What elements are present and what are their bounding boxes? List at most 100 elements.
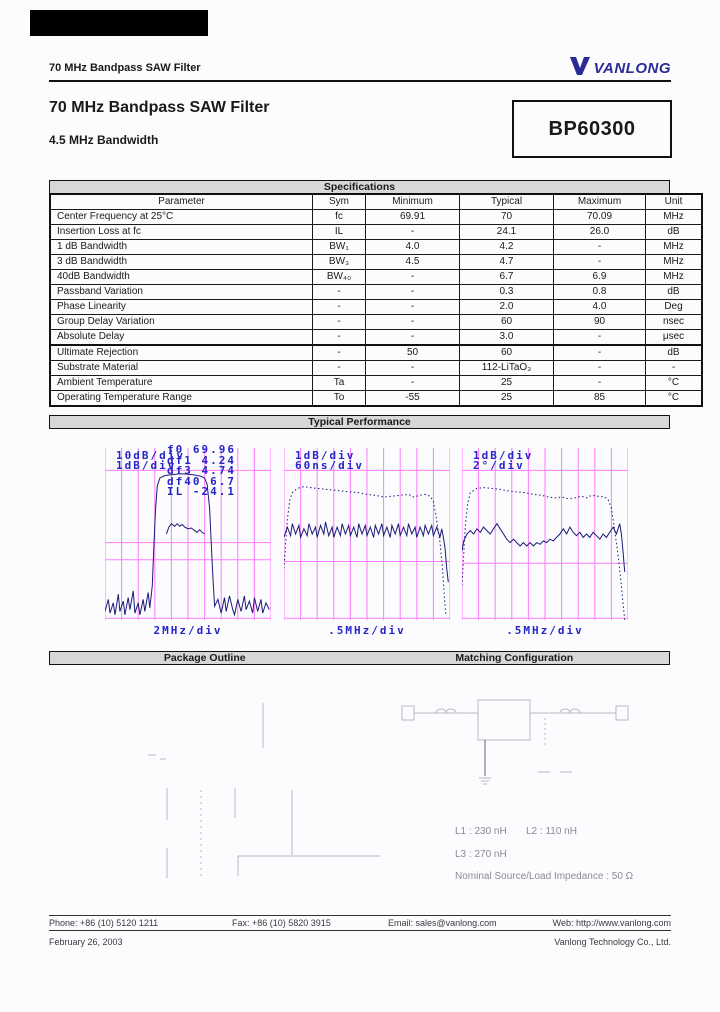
spec-column-header: Sym (312, 193, 366, 210)
header-doc-title: 70 MHz Bandpass SAW Filter (49, 62, 201, 74)
table-cell: 4.7 (459, 254, 554, 270)
table-cell: Operating Temperature Range (49, 390, 313, 407)
table-cell: 1 dB Bandwidth (49, 239, 313, 255)
inductor-value-l2: L2 : 110 nH (526, 826, 577, 837)
x-axis-label: .5MHz/div (506, 624, 584, 637)
scale-labels: 1dB/div 2°/div (473, 450, 533, 472)
table-cell: 112-LiTaO₃ (459, 360, 554, 376)
table-cell: 4.0 (365, 239, 460, 255)
table-cell: - (312, 314, 366, 330)
table-cell: Center Frequency at 25°C (49, 209, 313, 225)
table-cell: - (553, 239, 646, 255)
table-cell: - (365, 375, 460, 391)
package-outline-title: Package Outline (163, 652, 246, 664)
table-cell: fc (312, 209, 366, 225)
footer-web: Web: http://www.vanlong.com (552, 918, 671, 928)
table-cell: Deg (645, 299, 703, 315)
inductor-value-l1: L1 : 230 nH (455, 826, 507, 837)
table-row: Ultimate Rejection -50 60- dB (49, 344, 703, 361)
table-cell: 69.91 (365, 209, 460, 225)
table-cell: 90 (553, 314, 646, 330)
matching-configuration-title: Matching Configuration (455, 652, 574, 664)
scale-label: 10dB/div (116, 449, 185, 462)
table-cell: Passband Variation (49, 284, 313, 300)
annotation: df3 4.74 (167, 464, 236, 477)
table-cell: 25 (459, 390, 554, 407)
table-cell: - (312, 344, 366, 361)
table-cell: Ta (312, 375, 366, 391)
table-cell: - (553, 329, 646, 346)
spec-column-header: Typical (459, 193, 554, 210)
table-cell: BW₄₀ (312, 269, 366, 285)
page-title: 70 MHz Bandpass SAW Filter (49, 99, 270, 116)
table-cell: -55 (365, 390, 460, 407)
table-cell: - (553, 254, 646, 270)
table-cell: - (312, 284, 366, 300)
table-cell: nsec (645, 314, 703, 330)
scale-label: 2°/div (473, 459, 525, 472)
scale-label: 60ns/div (295, 459, 364, 472)
table-cell: Ultimate Rejection (49, 344, 313, 361)
table-cell: 4.0 (553, 299, 646, 315)
table-cell: - (312, 360, 366, 376)
table-cell: 85 (553, 390, 646, 407)
table-cell: Phase Linearity (49, 299, 313, 315)
footer-rule-top (49, 915, 671, 916)
chart-canvas (462, 448, 628, 620)
footer-rule-bottom (49, 930, 671, 931)
scan-artifact-bar (30, 10, 208, 36)
table-cell: - (365, 314, 460, 330)
table-cell: - (365, 329, 460, 346)
annotation: df40 6.7 (167, 474, 236, 488)
package-matching-bar: Package Outline Matching Configuration (49, 651, 670, 665)
table-cell: MHz (645, 209, 703, 225)
table-row: Substrate Material - -112-LiTaO₃ - - (49, 360, 703, 376)
footer-phone: Phone: +86 (10) 5120 1211 (49, 918, 159, 928)
table-cell: °C (645, 375, 703, 391)
plot-selectivity: 10dB/div 1dB/div f0 69.96 df1 4.24 df3 4… (105, 443, 271, 637)
table-row: Phase Linearity - -2.0 4.0 Deg (49, 299, 703, 315)
table-cell: Substrate Material (49, 360, 313, 376)
table-cell: 6.7 (459, 269, 554, 285)
annotation: df1 4.24 (167, 453, 236, 467)
table-row: Ambient Temperature Ta -25- °C (49, 375, 703, 391)
vanlong-v-icon (569, 56, 591, 81)
table-cell: BW₁ (312, 239, 366, 255)
scale-label: 1dB/div (295, 449, 356, 462)
annotation: f0 69.96 (167, 443, 236, 456)
table-row: Center Frequency at 25°C fc 69.91 70 70.09 MH… (49, 209, 703, 225)
header-rule (49, 80, 671, 82)
table-cell: Absolute Delay (49, 329, 313, 346)
footer-email: Email: sales@vanlong.com (388, 918, 497, 928)
table-cell: 2.0 (459, 299, 554, 315)
spec-column-header: Maximum (553, 193, 646, 210)
table-cell: - (553, 344, 646, 361)
table-cell: - (645, 360, 703, 376)
table-cell: 26.0 (553, 224, 646, 240)
table-cell: 3.0 (459, 329, 554, 346)
scale-labels: 1dB/div 60ns/div (295, 449, 364, 472)
scale-labels: 10dB/div 1dB/div (116, 449, 185, 471)
table-row: 40dB Bandwidth BW₄₀ -6.7 6.9 MHz (49, 269, 703, 285)
table-cell: To (312, 390, 366, 407)
brand-logo: VANLONG (569, 56, 671, 81)
chart-canvas (105, 448, 271, 620)
matching-circuit-drawing (401, 699, 629, 785)
table-cell: 0.3 (459, 284, 554, 300)
table-cell: 60 (459, 344, 554, 361)
spec-column-header: Parameter (49, 193, 313, 210)
table-cell: 4.2 (459, 239, 554, 255)
table-row: 1 dB Bandwidth BW₁ 4.0 4.2- MHz (49, 239, 703, 255)
table-cell: 40dB Bandwidth (49, 269, 313, 285)
part-number-box: BP60300 (512, 100, 672, 158)
table-row: Passband Variation - -0.3 0.8 dB (49, 284, 703, 300)
spec-column-header: Minimum (365, 193, 460, 210)
table-cell: - (365, 284, 460, 300)
outline-and-matching-drawings (140, 680, 680, 900)
brand-name: VANLONG (593, 60, 671, 77)
table-cell: 70 (459, 209, 554, 225)
table-cell: - (365, 299, 460, 315)
spec-body: Center Frequency at 25°C fc 69.91 70 70.09 MH… (49, 209, 703, 407)
x-axis-label: .5MHz/div (328, 624, 406, 637)
